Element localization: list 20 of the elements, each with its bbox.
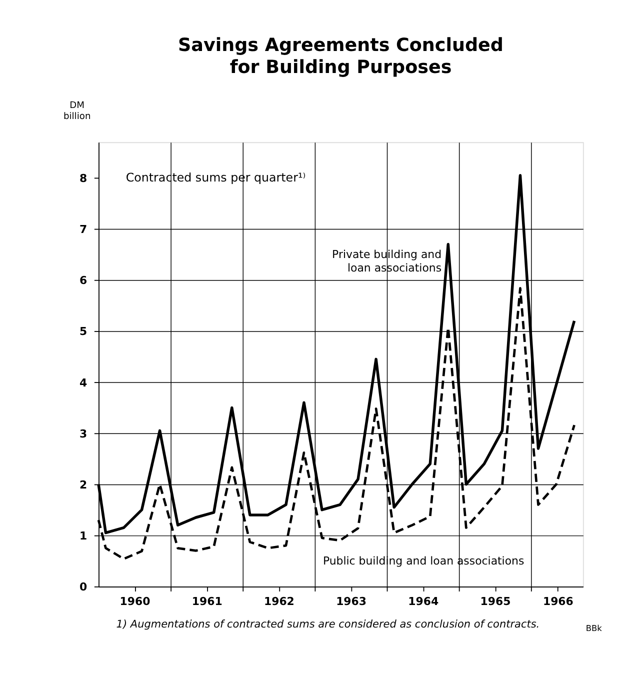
y-tick-label: 8 bbox=[80, 172, 88, 186]
y-tick-label: 6 bbox=[80, 274, 88, 288]
x-tick-label: 1963 bbox=[336, 595, 367, 608]
y-tick-label: 1 bbox=[80, 529, 88, 542]
y-tick-label: 2 bbox=[80, 478, 88, 492]
text: BBk bbox=[586, 623, 602, 634]
y-tick-label: 7 bbox=[80, 223, 88, 236]
y-tick-label: 5 bbox=[80, 325, 88, 338]
x-tick-label: 1961 bbox=[192, 595, 222, 608]
y-axis-title: DM billion bbox=[63, 100, 91, 122]
y-tick-label: 0 bbox=[80, 580, 88, 594]
y-tick-label: 3 bbox=[80, 427, 88, 440]
x-tick-label: 1960 bbox=[120, 595, 151, 608]
x-tick-label: 1965 bbox=[480, 595, 511, 608]
x-tick-label: 1966 bbox=[542, 595, 574, 608]
chart-title: Savings Agreements Concluded for Building Purposes bbox=[178, 34, 504, 78]
x-tick-label: 1964 bbox=[408, 595, 439, 608]
text: 1) Augmentations of contracted sums are considered as conclusion of contracts. bbox=[116, 618, 540, 630]
y-tick-label: 4 bbox=[80, 376, 88, 390]
x-tick-label: 1962 bbox=[264, 595, 294, 608]
